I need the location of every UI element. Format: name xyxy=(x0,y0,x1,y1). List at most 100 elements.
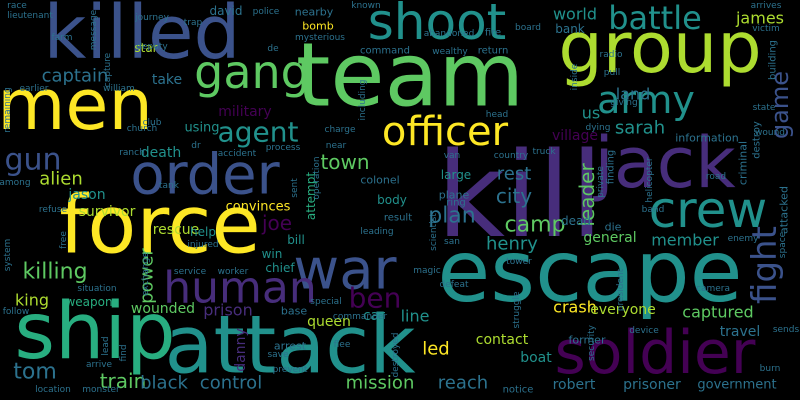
word-among: among xyxy=(0,178,31,188)
word-travel: travel xyxy=(720,324,761,340)
word-process: process xyxy=(266,143,301,153)
word-building: building xyxy=(768,40,779,80)
word-car: car xyxy=(363,308,385,324)
word-ben: ben xyxy=(349,282,402,315)
word-agent: agent xyxy=(218,116,299,149)
word-leading: leading xyxy=(360,227,393,237)
word-star: star xyxy=(134,41,157,55)
word-large: large xyxy=(441,168,471,182)
word-tom: tom xyxy=(13,360,57,385)
word-world: world xyxy=(553,5,597,24)
word-device: device xyxy=(629,326,659,336)
word-bomb: bomb xyxy=(302,20,333,33)
word-attack: attack xyxy=(164,299,416,392)
word-message: message xyxy=(89,9,99,50)
word-member: member xyxy=(651,231,719,250)
word-refuse: refuse xyxy=(39,205,68,215)
word-deputy: deputy xyxy=(136,42,168,52)
word-government: government xyxy=(697,378,776,393)
word-space: space xyxy=(778,231,788,258)
word-death: death xyxy=(141,145,181,161)
word-ring: ring xyxy=(446,198,466,209)
word-bank: bank xyxy=(555,22,585,36)
word-david: david xyxy=(209,4,242,18)
word-ship: ship xyxy=(14,287,175,377)
word-follow: follow xyxy=(3,307,30,317)
word-officer: officer xyxy=(382,109,509,155)
word-known: known xyxy=(351,1,381,11)
word-struggle: struggle xyxy=(512,291,522,329)
word-ranch: ranch xyxy=(119,148,145,158)
word-army: army xyxy=(597,78,695,122)
word-reach: reach xyxy=(438,373,488,394)
word-giving: giving xyxy=(610,98,637,108)
word-train: train xyxy=(100,369,147,393)
word-san: san xyxy=(444,237,460,247)
word-town: town xyxy=(320,150,369,174)
word-killed: killed xyxy=(43,0,240,76)
word-tower: tower xyxy=(506,257,532,267)
word-earlier: earlier xyxy=(20,84,49,94)
word-state: state xyxy=(753,103,776,113)
word-chief: chief xyxy=(265,261,295,275)
word-dr: dr xyxy=(191,141,201,151)
word-farm: farm xyxy=(52,33,73,43)
word-black: black xyxy=(140,373,188,394)
word-crash: crash xyxy=(553,298,597,317)
word-city: city xyxy=(496,184,532,208)
word-inside: inside xyxy=(570,63,580,90)
word-boat: boat xyxy=(520,350,552,366)
word-abandoned: abandoned xyxy=(424,29,475,39)
word-prevent: prevent xyxy=(273,365,308,375)
word-team: team xyxy=(296,24,524,127)
word-command: command xyxy=(360,46,410,57)
word-worker: worker xyxy=(218,267,249,277)
word-attacked: attacked xyxy=(778,186,791,234)
word-scientist: scientist xyxy=(429,213,439,251)
word-win: win xyxy=(262,247,283,261)
word-bill: bill xyxy=(287,233,305,247)
word-men: men xyxy=(0,64,153,146)
word-helicopter: helicopter xyxy=(645,157,655,202)
word-everyone: everyone xyxy=(590,302,656,318)
word-william: william xyxy=(103,84,135,94)
word-magic: magic xyxy=(413,266,440,276)
word-shoot: shoot xyxy=(368,0,507,51)
word-jack: jack xyxy=(592,122,736,204)
word-free: free xyxy=(59,231,69,249)
word-captured: captured xyxy=(682,303,753,322)
word-plane: plane xyxy=(439,189,470,202)
word-save: save xyxy=(267,350,289,360)
word-find: find xyxy=(119,344,129,361)
word-destroyed: destroyed xyxy=(391,332,401,377)
word-joe: joe xyxy=(261,211,292,235)
word-led: led xyxy=(422,339,450,360)
word-former: former xyxy=(569,334,606,347)
word-van: van xyxy=(444,151,461,161)
word-force: force xyxy=(59,179,260,272)
word-war: war xyxy=(293,238,397,303)
word-injured: injured xyxy=(187,240,218,250)
word-wealthy: wealthy xyxy=(432,47,468,57)
word-security: security xyxy=(587,324,597,361)
word-queen: queen xyxy=(307,314,351,330)
word-survivor: survivor xyxy=(79,204,136,220)
word-colonel: colonel xyxy=(360,174,399,187)
word-radio: radio xyxy=(600,50,623,60)
word-truck: truck xyxy=(532,147,556,157)
word-us: us xyxy=(582,104,600,123)
word-help: help xyxy=(190,225,216,239)
word-plan: plan xyxy=(428,204,476,229)
word-kill: kill xyxy=(437,126,604,264)
word-attempt: attempt xyxy=(304,172,318,220)
word-lead: lead xyxy=(101,336,111,355)
word-de: de xyxy=(267,44,279,54)
word-information: information xyxy=(675,132,739,145)
word-mission: mission xyxy=(346,373,415,394)
word-general: general xyxy=(583,230,636,246)
word-church: church xyxy=(127,124,158,134)
word-board: board xyxy=(515,23,541,33)
word-defeat: defeat xyxy=(440,280,469,290)
word-result: result xyxy=(384,213,412,224)
